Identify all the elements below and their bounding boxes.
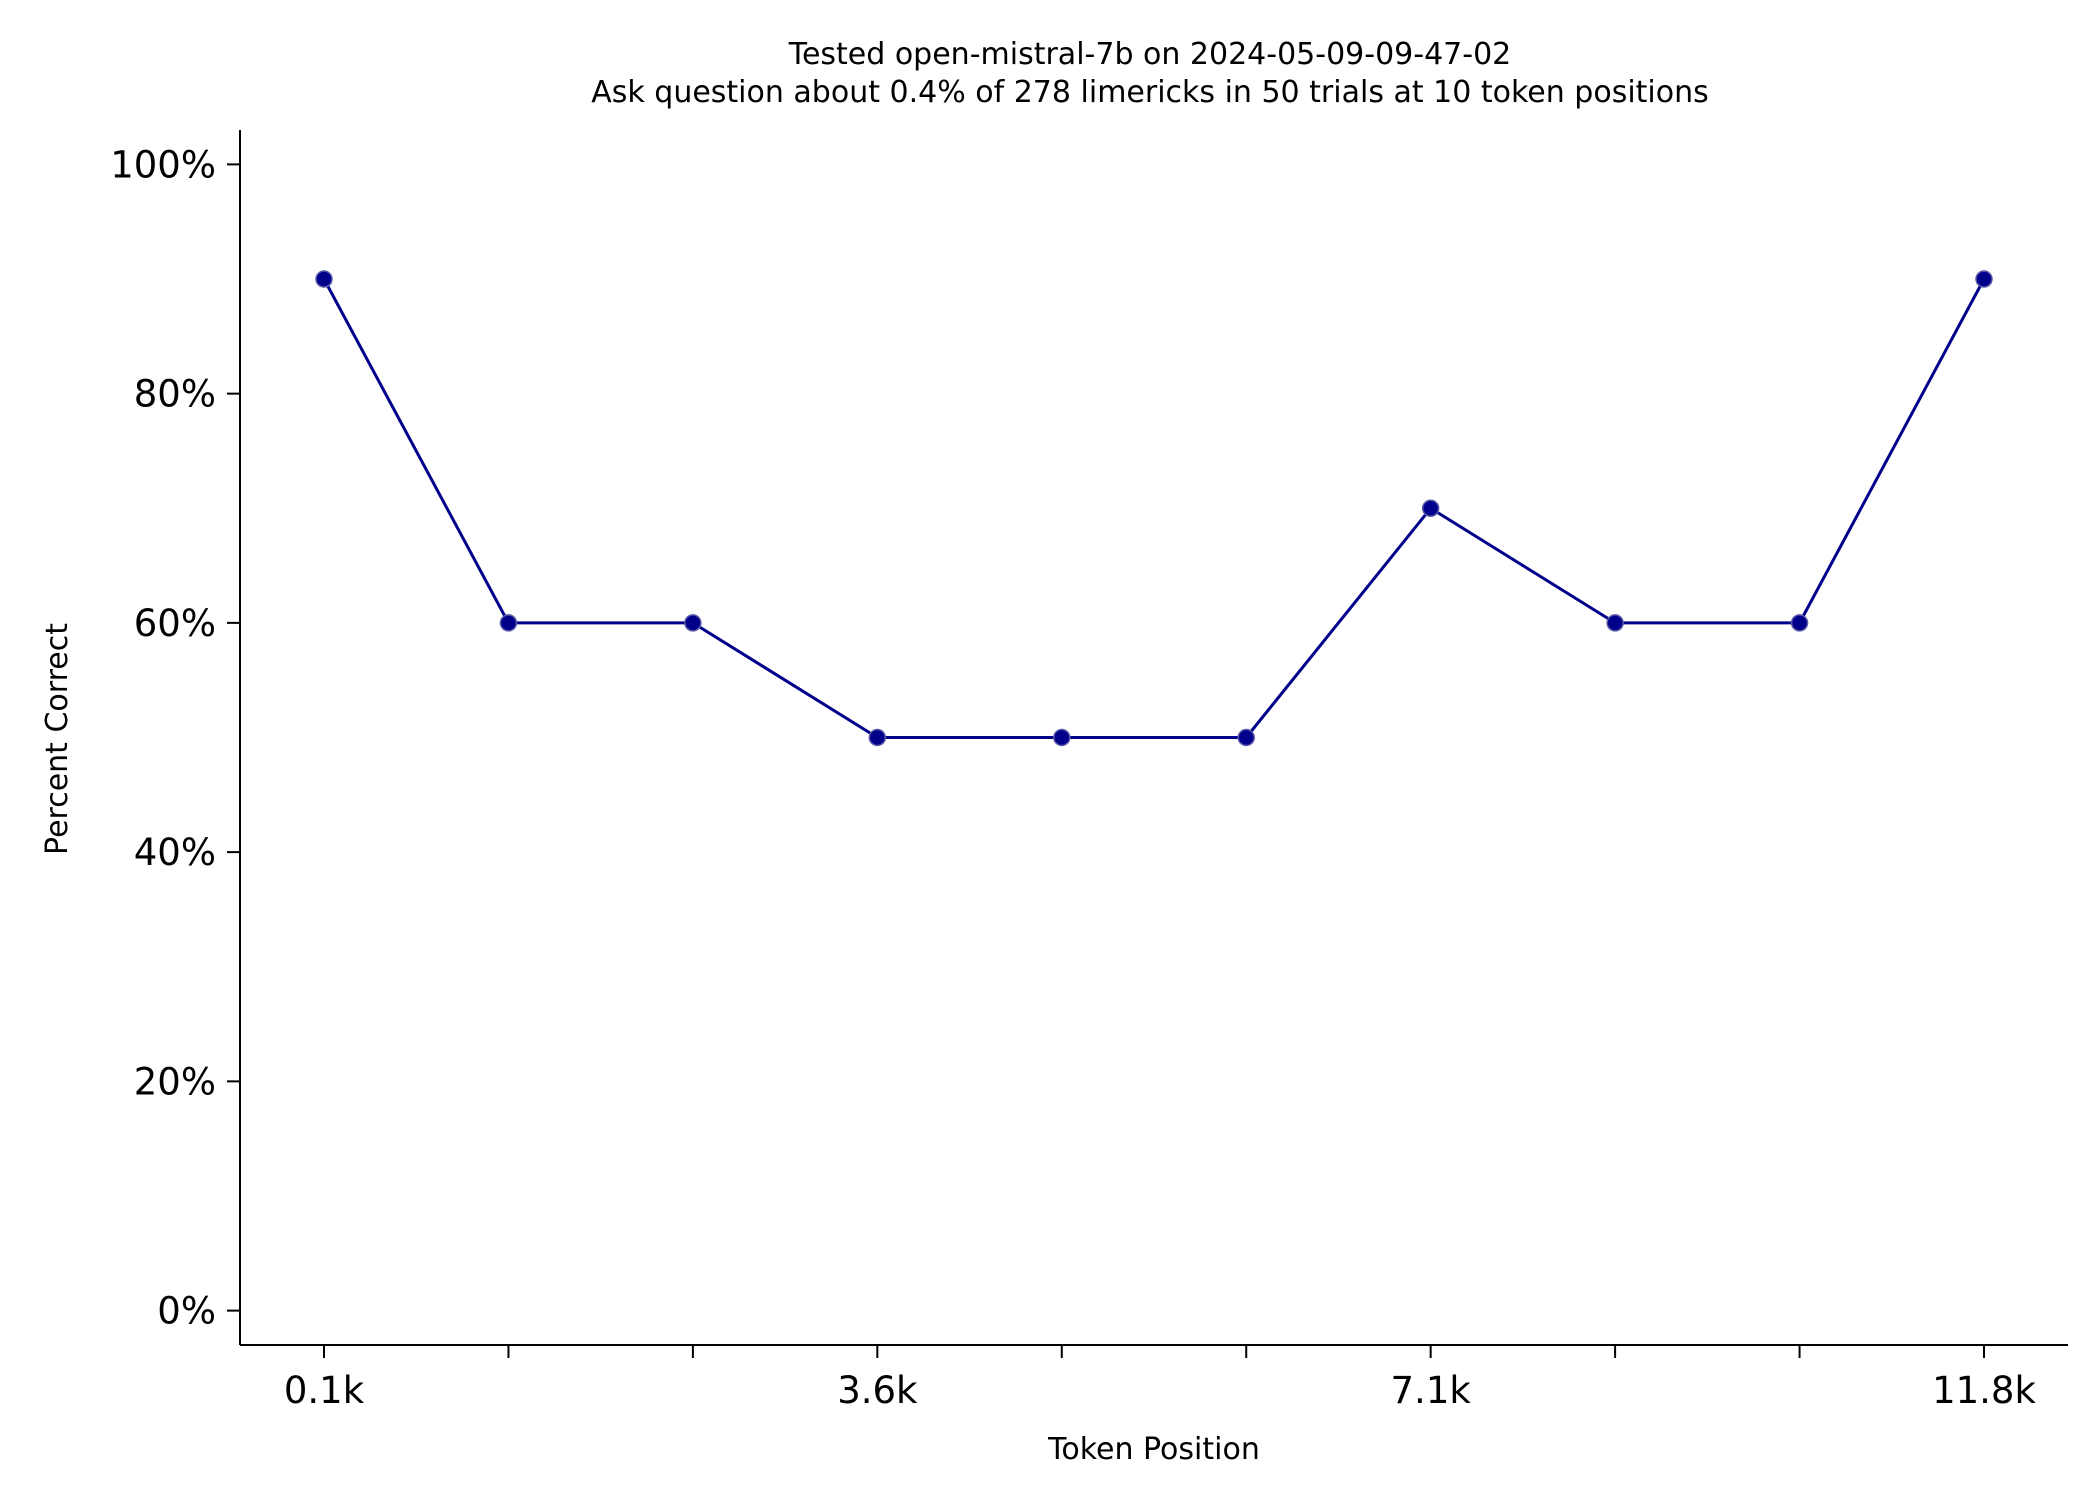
y-tick-label: 60% <box>134 602 216 645</box>
data-point <box>868 728 887 747</box>
y-axis-label: Percent Correct <box>40 623 75 855</box>
data-point <box>1237 728 1255 747</box>
x-tick-label: 11.8k <box>1932 1369 2036 1412</box>
x-tick-label: 3.6k <box>837 1369 918 1412</box>
y-axis-ticks: 0% 20% 40% 60% 80% 100% <box>110 143 240 1333</box>
y-tick-label: 0% <box>157 1290 216 1333</box>
data-point <box>499 614 518 632</box>
y-tick-label: 100% <box>110 143 216 186</box>
data-point <box>684 614 702 632</box>
y-tick-label: 80% <box>134 373 216 416</box>
x-axis-ticks: 0.1k 3.6k 7.1k 11.8k <box>284 1345 2036 1412</box>
x-tick-label: 0.1k <box>284 1369 365 1412</box>
series-line <box>322 278 1986 739</box>
data-point <box>315 270 333 288</box>
data-point <box>1606 614 1624 632</box>
x-tick-label: 7.1k <box>1391 1369 1472 1412</box>
y-tick-label: 40% <box>134 831 216 874</box>
data-point <box>1975 270 1993 288</box>
y-tick-label: 20% <box>134 1060 216 1103</box>
data-point <box>1421 499 1440 518</box>
chart-subtitle: Ask question about 0.4% of 278 limericks… <box>591 75 1709 110</box>
series-layer <box>315 270 1993 747</box>
data-point <box>1790 614 1809 632</box>
x-axis-label: Token Position <box>1047 1432 1260 1467</box>
chart-title: Tested open-mistral-7b on 2024-05-09-09-… <box>788 37 1512 72</box>
data-point <box>1053 728 1071 747</box>
